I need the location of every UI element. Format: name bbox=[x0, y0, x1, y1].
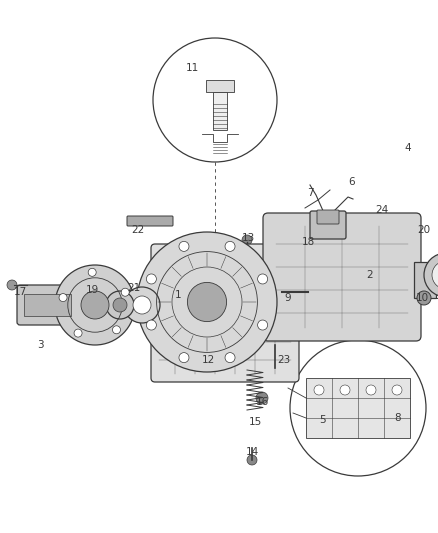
Circle shape bbox=[432, 261, 438, 289]
Circle shape bbox=[258, 274, 268, 284]
FancyBboxPatch shape bbox=[24, 294, 71, 316]
Circle shape bbox=[202, 352, 214, 364]
Text: 2: 2 bbox=[367, 270, 373, 280]
Circle shape bbox=[121, 288, 129, 296]
FancyBboxPatch shape bbox=[127, 216, 173, 226]
Circle shape bbox=[424, 253, 438, 297]
Text: 5: 5 bbox=[319, 415, 325, 425]
Text: 23: 23 bbox=[277, 355, 291, 365]
Circle shape bbox=[88, 268, 96, 276]
Text: 19: 19 bbox=[85, 285, 99, 295]
FancyBboxPatch shape bbox=[414, 262, 436, 298]
Circle shape bbox=[124, 287, 160, 323]
Circle shape bbox=[81, 291, 109, 319]
Circle shape bbox=[242, 235, 252, 245]
Text: 24: 24 bbox=[375, 205, 389, 215]
Text: 4: 4 bbox=[405, 143, 411, 153]
Circle shape bbox=[179, 353, 189, 362]
Circle shape bbox=[279, 289, 285, 295]
Text: 11: 11 bbox=[185, 63, 198, 73]
Text: 22: 22 bbox=[131, 225, 145, 235]
Circle shape bbox=[225, 241, 235, 252]
Text: 12: 12 bbox=[201, 355, 215, 365]
Circle shape bbox=[225, 353, 235, 362]
Text: 20: 20 bbox=[417, 225, 431, 235]
Circle shape bbox=[137, 232, 277, 372]
Circle shape bbox=[59, 294, 67, 302]
Circle shape bbox=[106, 291, 134, 319]
Circle shape bbox=[7, 280, 17, 290]
FancyBboxPatch shape bbox=[263, 213, 421, 341]
FancyBboxPatch shape bbox=[310, 211, 346, 239]
Text: 13: 13 bbox=[241, 233, 254, 243]
FancyBboxPatch shape bbox=[206, 80, 234, 92]
Text: 6: 6 bbox=[349, 177, 355, 187]
Circle shape bbox=[340, 385, 350, 395]
FancyBboxPatch shape bbox=[213, 92, 227, 130]
Circle shape bbox=[417, 291, 431, 305]
Circle shape bbox=[247, 455, 257, 465]
Text: 1: 1 bbox=[175, 290, 181, 300]
Circle shape bbox=[366, 385, 376, 395]
Text: 9: 9 bbox=[285, 293, 291, 303]
Circle shape bbox=[113, 326, 120, 334]
Circle shape bbox=[146, 320, 156, 330]
Text: 21: 21 bbox=[127, 283, 141, 293]
Bar bbox=[306, 378, 410, 438]
Text: 7: 7 bbox=[307, 188, 313, 198]
Text: 10: 10 bbox=[415, 293, 428, 303]
Text: 15: 15 bbox=[248, 417, 261, 427]
Text: 18: 18 bbox=[301, 237, 314, 247]
Circle shape bbox=[256, 392, 268, 404]
Circle shape bbox=[113, 298, 127, 312]
Circle shape bbox=[270, 363, 280, 373]
Circle shape bbox=[205, 355, 211, 361]
FancyBboxPatch shape bbox=[317, 210, 339, 224]
Circle shape bbox=[74, 329, 82, 337]
Text: 17: 17 bbox=[14, 287, 27, 297]
Text: 14: 14 bbox=[245, 447, 258, 457]
Circle shape bbox=[187, 282, 226, 321]
Text: 3: 3 bbox=[37, 340, 43, 350]
Text: 8: 8 bbox=[395, 413, 401, 423]
Circle shape bbox=[146, 274, 156, 284]
Circle shape bbox=[179, 241, 189, 252]
Circle shape bbox=[55, 265, 135, 345]
FancyBboxPatch shape bbox=[17, 285, 78, 325]
FancyBboxPatch shape bbox=[151, 244, 299, 382]
Circle shape bbox=[133, 296, 151, 314]
Circle shape bbox=[314, 385, 324, 395]
Circle shape bbox=[392, 385, 402, 395]
Circle shape bbox=[258, 320, 268, 330]
Text: 16: 16 bbox=[255, 397, 268, 407]
